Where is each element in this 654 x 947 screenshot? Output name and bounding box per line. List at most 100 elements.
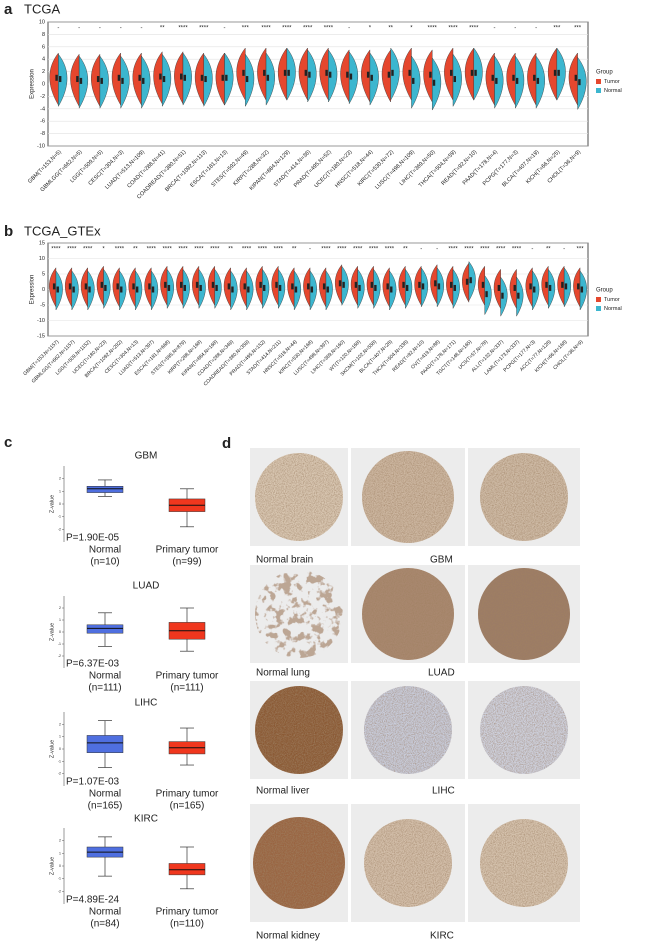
median-box bbox=[56, 286, 59, 293]
significance-label: **** bbox=[258, 247, 268, 253]
median-box bbox=[72, 286, 75, 293]
median-box bbox=[215, 284, 218, 291]
y-tick-label: 1 bbox=[59, 851, 61, 855]
median-box bbox=[342, 281, 345, 288]
median-box bbox=[247, 286, 250, 293]
median-box bbox=[287, 69, 290, 76]
median-box bbox=[557, 69, 560, 76]
median-box bbox=[79, 77, 83, 84]
median-box bbox=[517, 292, 520, 299]
significance-label: ** bbox=[292, 247, 297, 253]
y-tick-label: 2 bbox=[59, 722, 61, 726]
sample-size: (n=10) bbox=[90, 557, 119, 568]
box-title: GBM bbox=[135, 451, 158, 462]
violin-half bbox=[468, 261, 476, 302]
significance-label: - bbox=[563, 247, 565, 253]
sample-size: (n=111) bbox=[88, 683, 121, 694]
violin-half bbox=[198, 268, 206, 310]
x-tick-label: BLCA(T=407,N=19) bbox=[501, 149, 540, 188]
violin-half bbox=[494, 55, 504, 109]
violin-half bbox=[390, 47, 400, 101]
box-title: KIRC bbox=[134, 814, 158, 825]
box bbox=[86, 735, 124, 753]
median-box bbox=[513, 284, 516, 291]
x-tick-label: Primary tumor bbox=[156, 545, 219, 556]
median-box bbox=[183, 284, 186, 291]
p-value: P=4.89E-24 bbox=[66, 895, 120, 906]
violin-half bbox=[556, 47, 566, 101]
panel-label: d bbox=[222, 435, 231, 452]
median-box bbox=[180, 281, 183, 288]
tissue-core bbox=[362, 451, 454, 543]
y-tick-label: 6 bbox=[42, 44, 45, 50]
violin-half bbox=[166, 268, 174, 310]
x-tick-label: LUAD(T=513,N=109) bbox=[104, 149, 146, 191]
median-box bbox=[245, 76, 249, 83]
significance-label: **** bbox=[303, 26, 313, 32]
violin-half bbox=[55, 270, 63, 311]
y-tick-label: 10 bbox=[39, 256, 45, 262]
y-axis-label: Z-value bbox=[49, 740, 55, 758]
median-box bbox=[221, 74, 224, 81]
median-box bbox=[294, 286, 298, 293]
x-tick-label: COAD(T=288,N=41) bbox=[126, 149, 166, 189]
y-tick-label: -1 bbox=[58, 759, 61, 763]
legend-label: Tumor bbox=[604, 297, 620, 303]
significance-label: **** bbox=[496, 247, 506, 253]
violin-half bbox=[484, 274, 492, 316]
median-box bbox=[469, 277, 472, 284]
median-box bbox=[195, 281, 199, 288]
y-tick-label: -2 bbox=[58, 889, 61, 893]
median-box bbox=[387, 71, 391, 78]
significance-label: **** bbox=[67, 247, 77, 253]
y-tick-label: 1 bbox=[59, 618, 61, 622]
x-tick-label: KIRP(T=288,N=32) bbox=[232, 149, 270, 187]
median-box bbox=[243, 283, 246, 290]
y-axis-label: Expression bbox=[30, 275, 36, 305]
significance-label: - bbox=[531, 247, 533, 253]
median-box bbox=[116, 283, 119, 290]
legend-label: Normal bbox=[604, 306, 622, 312]
significance-label: **** bbox=[261, 26, 271, 32]
median-box bbox=[402, 281, 405, 288]
median-box bbox=[346, 71, 349, 78]
significance-label: **** bbox=[369, 247, 379, 253]
image-caption: Normal liver bbox=[256, 786, 310, 797]
sample-size: (n=111) bbox=[170, 683, 203, 694]
p-value: P=1.07E-03 bbox=[66, 777, 120, 788]
violin-half bbox=[214, 268, 222, 310]
panel-label: b bbox=[4, 223, 13, 240]
y-tick-label: 0 bbox=[42, 287, 45, 293]
significance-label: ** bbox=[160, 26, 165, 32]
median-box bbox=[429, 71, 432, 78]
y-tick-label: -2 bbox=[40, 94, 45, 100]
tissue-core bbox=[480, 453, 568, 541]
median-box bbox=[386, 283, 389, 290]
violin-half bbox=[579, 270, 587, 311]
significance-label: **** bbox=[469, 26, 479, 32]
y-tick-label: 5 bbox=[42, 271, 45, 277]
y-tick-label: -5 bbox=[40, 302, 45, 308]
median-box bbox=[263, 69, 266, 76]
significance-label: - bbox=[99, 26, 101, 32]
median-box bbox=[310, 286, 314, 293]
median-box bbox=[453, 284, 456, 291]
median-box bbox=[58, 76, 62, 83]
median-box bbox=[491, 74, 494, 81]
significance-label: - bbox=[348, 26, 350, 32]
significance-label: - bbox=[436, 247, 438, 253]
violin-half bbox=[58, 53, 68, 108]
significance-label: **** bbox=[448, 26, 458, 32]
median-box bbox=[564, 283, 568, 290]
x-tick-label: LIHC(T=369,N=50) bbox=[399, 149, 437, 187]
median-box bbox=[100, 281, 103, 288]
significance-label: **** bbox=[51, 247, 61, 253]
y-axis-label: Z-value bbox=[49, 623, 55, 641]
median-box bbox=[307, 283, 310, 290]
box bbox=[168, 863, 206, 876]
violin-half bbox=[203, 53, 213, 108]
median-box bbox=[96, 76, 100, 83]
median-box bbox=[242, 69, 245, 76]
y-tick-label: -2 bbox=[58, 527, 61, 531]
tissue-core bbox=[253, 817, 345, 909]
